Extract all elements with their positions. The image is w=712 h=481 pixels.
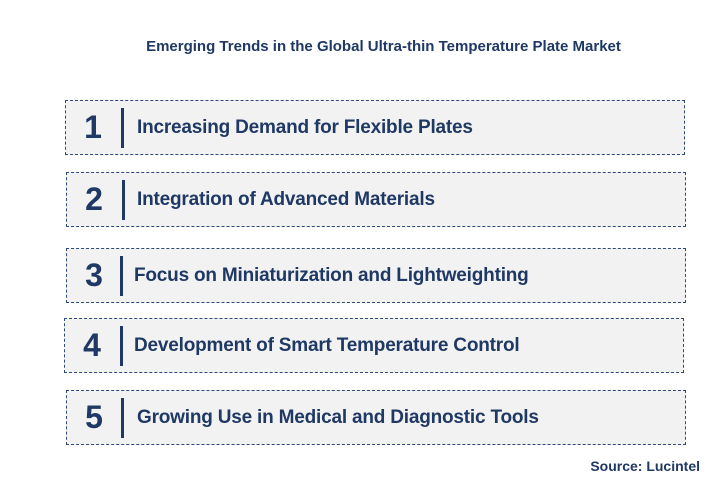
trend-box-3: 3 Focus on Miniaturization and Lightweig… <box>66 248 686 303</box>
trend-number: 3 <box>85 257 103 293</box>
trend-number: 1 <box>84 109 102 145</box>
diagram-title: Emerging Trends in the Global Ultra-thin… <box>146 38 621 55</box>
trend-label: Integration of Advanced Materials <box>137 188 435 210</box>
trend-divider <box>121 398 124 438</box>
trend-divider <box>120 326 123 366</box>
trend-number: 4 <box>83 327 101 363</box>
trend-label: Growing Use in Medical and Diagnostic To… <box>137 406 539 428</box>
trend-divider <box>120 256 123 296</box>
trend-divider <box>121 108 124 148</box>
trend-box-4: 4 Development of Smart Temperature Contr… <box>64 318 684 373</box>
trend-number: 2 <box>85 181 103 217</box>
trend-label: Increasing Demand for Flexible Plates <box>137 116 473 138</box>
trend-label: Focus on Miniaturization and Lightweight… <box>134 264 529 286</box>
source-note: Source: Lucintel <box>590 458 700 474</box>
trend-label: Development of Smart Temperature Control <box>134 334 520 356</box>
trend-number: 5 <box>85 399 103 435</box>
trend-box-2: 2 Integration of Advanced Materials <box>66 172 686 227</box>
trend-box-1: 1 Increasing Demand for Flexible Plates <box>65 100 685 155</box>
trend-divider <box>122 180 125 220</box>
trend-box-5: 5 Growing Use in Medical and Diagnostic … <box>66 390 686 445</box>
